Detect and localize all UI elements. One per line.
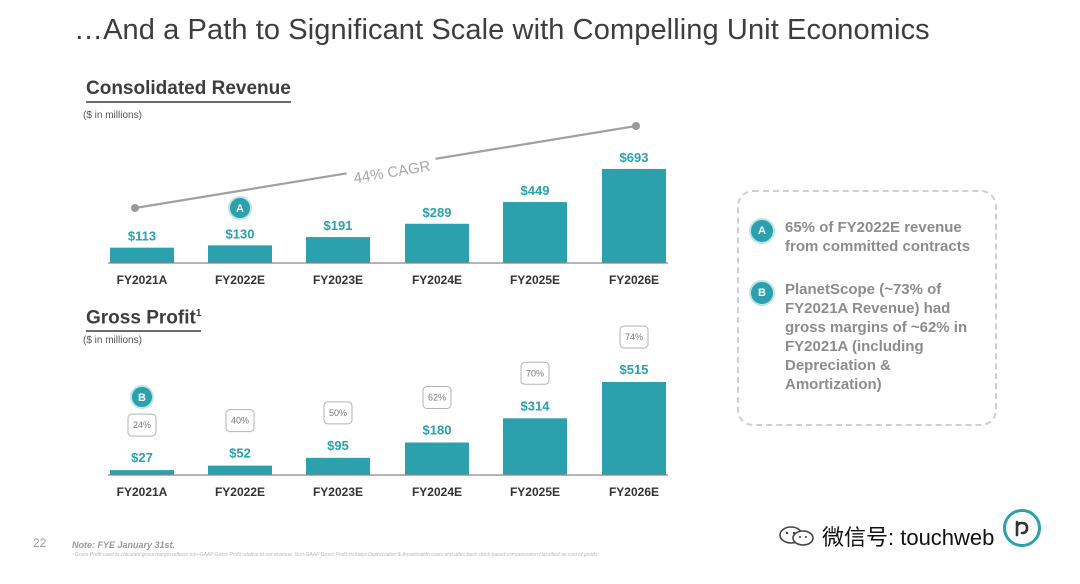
revenue-category-label: FY2024E	[412, 273, 462, 287]
gross-profit-category-label: FY2024E	[412, 485, 462, 499]
gross-profit-bar	[602, 382, 666, 475]
gross-margin-label: 62%	[428, 392, 446, 402]
revenue-category-label: FY2021A	[117, 273, 168, 287]
revenue-value-label: $191	[324, 218, 353, 233]
gross-profit-value-label: $314	[521, 398, 551, 413]
gross-profit-section-title: Gross Profit1	[86, 303, 202, 333]
gross-margin-label: 50%	[329, 408, 347, 418]
page-title: …And a Path to Significant Scale with Co…	[74, 14, 930, 46]
footer-note: Note: FYE January 31st.	[72, 540, 176, 550]
revenue-bar	[306, 237, 370, 263]
revenue-category-label: FY2025E	[510, 273, 560, 287]
logo-glyph-icon	[1015, 520, 1029, 537]
revenue-value-label: $113	[128, 229, 156, 244]
gross-margin-label: 74%	[625, 332, 643, 342]
callout-item-a: A 65% of FY2022E revenue from committed …	[749, 218, 990, 256]
planet-logo-icon	[1003, 509, 1041, 547]
gross-profit-bar	[503, 418, 567, 475]
gross-margin-label: 70%	[526, 368, 544, 378]
revenue-value-label: $130	[226, 226, 255, 241]
gross-margin-box	[520, 361, 550, 385]
cagr-label-bg	[345, 153, 438, 189]
callout-marker-a: A	[749, 218, 775, 244]
revenue-marker-a	[228, 196, 252, 220]
watermark: 微信号: touchweb	[778, 520, 994, 552]
gross-profit-category-label: FY2023E	[313, 485, 363, 499]
gross-margin-label: 24%	[133, 420, 151, 430]
gross-profit-category-label: FY2025E	[510, 485, 560, 499]
gross-profit-value-label: $515	[620, 362, 649, 377]
revenue-category-label: FY2022E	[215, 273, 265, 287]
revenue-bar	[208, 245, 272, 263]
gross-margin-label: 40%	[231, 416, 249, 426]
gross-profit-footnote-mark: 1	[195, 308, 202, 319]
revenue-value-label: $289	[423, 205, 452, 220]
revenue-bar	[503, 202, 567, 263]
cagr-end-dot	[632, 122, 640, 130]
gross-margin-box	[422, 385, 452, 409]
gross-profit-category-label: FY2021A	[117, 485, 168, 499]
gross-margin-box	[225, 409, 255, 433]
gross-profit-units-label: ($ in millions)	[83, 335, 142, 346]
revenue-category-label: FY2026E	[609, 273, 659, 287]
gross-profit-bar	[110, 470, 174, 475]
gross-profit-value-label: $27	[131, 450, 153, 465]
revenue-bar	[110, 247, 174, 263]
gross-profit-bar	[405, 442, 469, 475]
gross-margin-box	[619, 325, 649, 349]
revenue-value-label: $693	[620, 150, 649, 165]
gross-profit-marker-b	[130, 385, 154, 409]
gross-margin-box	[127, 413, 157, 437]
gross-margin-box	[323, 401, 353, 425]
wechat-icon	[779, 526, 814, 546]
gross-profit-category-label: FY2026E	[609, 485, 659, 499]
revenue-value-label: $449	[521, 183, 550, 198]
cagr-start-dot	[131, 204, 139, 212]
revenue-marker-a-label: A	[236, 203, 244, 215]
gross-profit-category-label: FY2022E	[215, 485, 265, 499]
callout-item-b: B PlanetScope (~73% of FY2021A Revenue) …	[749, 280, 990, 394]
watermark-text: 微信号: touchweb	[822, 525, 995, 550]
gross-profit-marker-b-label: B	[138, 392, 146, 404]
revenue-bar	[405, 223, 469, 263]
gross-profit-title-text: Gross Profit	[86, 307, 196, 329]
gross-profit-value-label: $180	[423, 422, 452, 437]
revenue-units-label: ($ in millions)	[83, 110, 142, 121]
callout-box: A 65% of FY2022E revenue from committed …	[737, 190, 997, 426]
revenue-category-label: FY2023E	[313, 273, 363, 287]
callout-text-a: 65% of FY2022E revenue from committed co…	[785, 219, 971, 255]
page-number: 22	[33, 536, 47, 550]
gross-profit-bar	[208, 465, 272, 475]
gross-profit-value-label: $95	[327, 438, 349, 453]
gross-profit-bar	[306, 457, 370, 475]
footer-footnote: ¹ Gross Profit used to calculate gross m…	[72, 552, 598, 558]
revenue-bar	[602, 168, 666, 263]
callout-text-b: PlanetScope (~73% of FY2021A Revenue) ha…	[785, 281, 968, 393]
callout-marker-b: B	[749, 280, 775, 306]
revenue-section-title: Consolidated Revenue	[86, 78, 291, 103]
gross-profit-value-label: $52	[229, 446, 251, 461]
